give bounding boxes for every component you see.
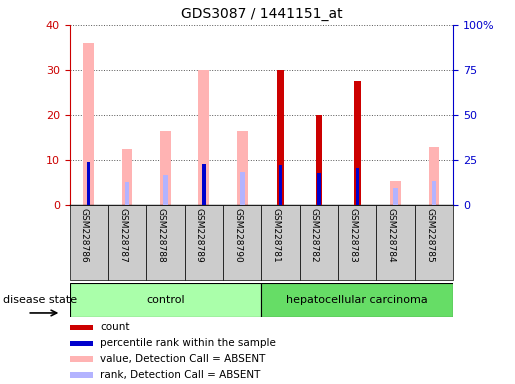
Text: GSM228788: GSM228788 bbox=[157, 208, 165, 262]
Text: disease state: disease state bbox=[3, 295, 77, 305]
Bar bbox=[223, 205, 261, 280]
Bar bbox=[237, 131, 248, 205]
Bar bbox=[376, 205, 415, 280]
Text: count: count bbox=[100, 323, 130, 333]
Bar bbox=[317, 173, 321, 205]
Bar bbox=[261, 205, 300, 280]
Bar bbox=[70, 356, 93, 362]
Bar bbox=[184, 205, 223, 280]
Bar bbox=[125, 182, 129, 205]
Bar bbox=[202, 164, 205, 205]
Text: GSM228783: GSM228783 bbox=[348, 208, 357, 262]
Bar bbox=[70, 283, 261, 317]
Title: GDS3087 / 1441151_at: GDS3087 / 1441151_at bbox=[181, 7, 342, 21]
Bar bbox=[300, 205, 338, 280]
Bar bbox=[390, 180, 401, 205]
Text: GSM228784: GSM228784 bbox=[387, 208, 396, 262]
Text: control: control bbox=[146, 295, 185, 305]
Bar bbox=[70, 341, 93, 346]
Bar bbox=[415, 205, 453, 280]
Text: GSM228781: GSM228781 bbox=[271, 208, 281, 262]
Bar bbox=[163, 175, 168, 205]
Bar bbox=[261, 283, 453, 317]
Bar bbox=[355, 167, 359, 205]
Text: GSM228787: GSM228787 bbox=[118, 208, 127, 262]
Bar bbox=[393, 188, 398, 205]
Text: GSM228785: GSM228785 bbox=[425, 208, 434, 262]
Text: GSM228789: GSM228789 bbox=[195, 208, 204, 262]
Text: rank, Detection Call = ABSENT: rank, Detection Call = ABSENT bbox=[100, 370, 261, 380]
Text: value, Detection Call = ABSENT: value, Detection Call = ABSENT bbox=[100, 354, 266, 364]
Bar bbox=[146, 205, 184, 280]
Bar bbox=[70, 205, 108, 280]
Bar bbox=[70, 372, 93, 377]
Text: hepatocellular carcinoma: hepatocellular carcinoma bbox=[286, 295, 428, 305]
Bar bbox=[240, 172, 245, 205]
Bar bbox=[160, 131, 171, 205]
Bar bbox=[338, 205, 376, 280]
Bar bbox=[122, 149, 132, 205]
Bar bbox=[70, 325, 93, 330]
Text: percentile rank within the sample: percentile rank within the sample bbox=[100, 338, 276, 348]
Bar bbox=[432, 181, 436, 205]
Bar bbox=[198, 70, 209, 205]
Bar bbox=[83, 43, 94, 205]
Bar bbox=[87, 162, 91, 205]
Bar bbox=[108, 205, 146, 280]
Bar bbox=[316, 115, 322, 205]
Text: GSM228782: GSM228782 bbox=[310, 208, 319, 262]
Bar bbox=[277, 70, 284, 205]
Bar bbox=[354, 81, 360, 205]
Bar bbox=[428, 147, 439, 205]
Bar bbox=[279, 165, 282, 205]
Text: GSM228786: GSM228786 bbox=[80, 208, 89, 262]
Text: GSM228790: GSM228790 bbox=[233, 208, 242, 262]
